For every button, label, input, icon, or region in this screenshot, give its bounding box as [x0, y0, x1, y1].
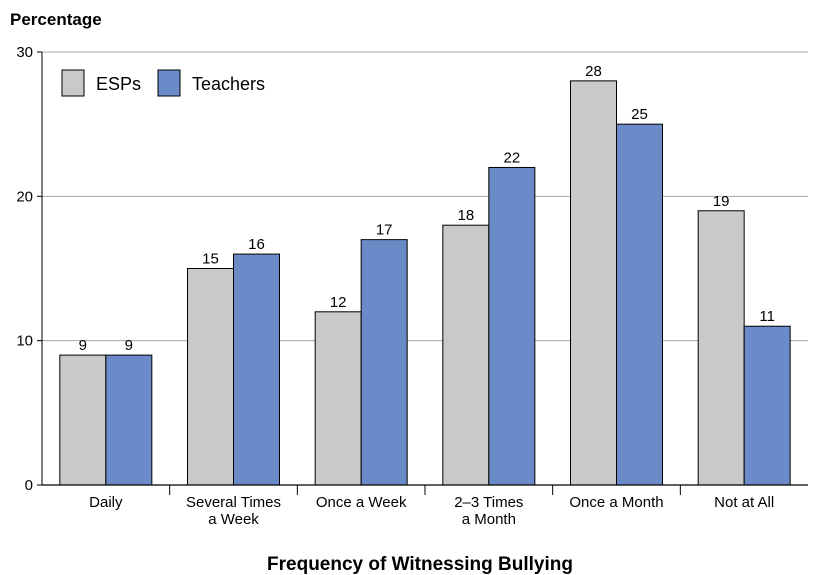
data-label: 9 — [79, 337, 87, 354]
bar-esps — [314, 311, 362, 486]
bar-esps — [697, 210, 745, 486]
bar-teachers — [360, 239, 408, 486]
bar-teachers — [105, 354, 153, 486]
data-label: 16 — [248, 236, 265, 253]
data-label: 12 — [330, 294, 347, 311]
x-category-label: Once a Month — [569, 494, 663, 511]
legend-label: ESPs — [96, 74, 141, 94]
x-category-label: a Week — [208, 511, 259, 528]
y-tick-label: 20 — [16, 188, 33, 205]
data-label: 17 — [376, 222, 393, 239]
bar-esps — [570, 80, 617, 486]
legend-swatch-esps — [61, 69, 85, 97]
data-label: 11 — [759, 308, 775, 325]
x-category-label: Several Times — [186, 494, 281, 511]
bar-teachers — [488, 166, 536, 486]
bar-esps — [59, 354, 107, 486]
y-tick-label: 30 — [16, 44, 33, 61]
y-tick-label: 10 — [16, 333, 33, 350]
x-category-label: Once a Week — [316, 494, 407, 511]
legend-label: Teachers — [192, 74, 265, 94]
gridlines — [42, 51, 808, 342]
y-tick-label: 0 — [25, 477, 33, 494]
bar-esps — [442, 224, 490, 486]
data-label: 28 — [585, 63, 602, 80]
x-axis-title: Frequency of Witnessing Bullying — [267, 554, 573, 575]
bar-teachers — [743, 325, 791, 486]
data-label: 19 — [713, 193, 730, 210]
bar-teachers — [616, 123, 663, 486]
data-label: 15 — [202, 251, 219, 268]
legend: ESPs Teachers — [61, 69, 265, 97]
y-axis-label: Percentage — [10, 10, 102, 29]
x-category-label: a Month — [462, 511, 516, 528]
data-label: 22 — [503, 149, 520, 166]
x-category-label: Daily — [89, 494, 123, 511]
x-category-label: 2–3 Times — [454, 494, 523, 511]
bar-esps — [187, 268, 234, 486]
legend-swatch-teachers — [157, 69, 181, 97]
x-category-label: Not at All — [714, 494, 774, 511]
data-label: 9 — [125, 337, 133, 354]
data-label: 25 — [631, 106, 648, 123]
data-label: 18 — [457, 207, 474, 224]
bar-teachers — [233, 253, 280, 486]
bars: 9 9 15 16 12 17 18 22 28 25 19 11 — [59, 63, 791, 486]
